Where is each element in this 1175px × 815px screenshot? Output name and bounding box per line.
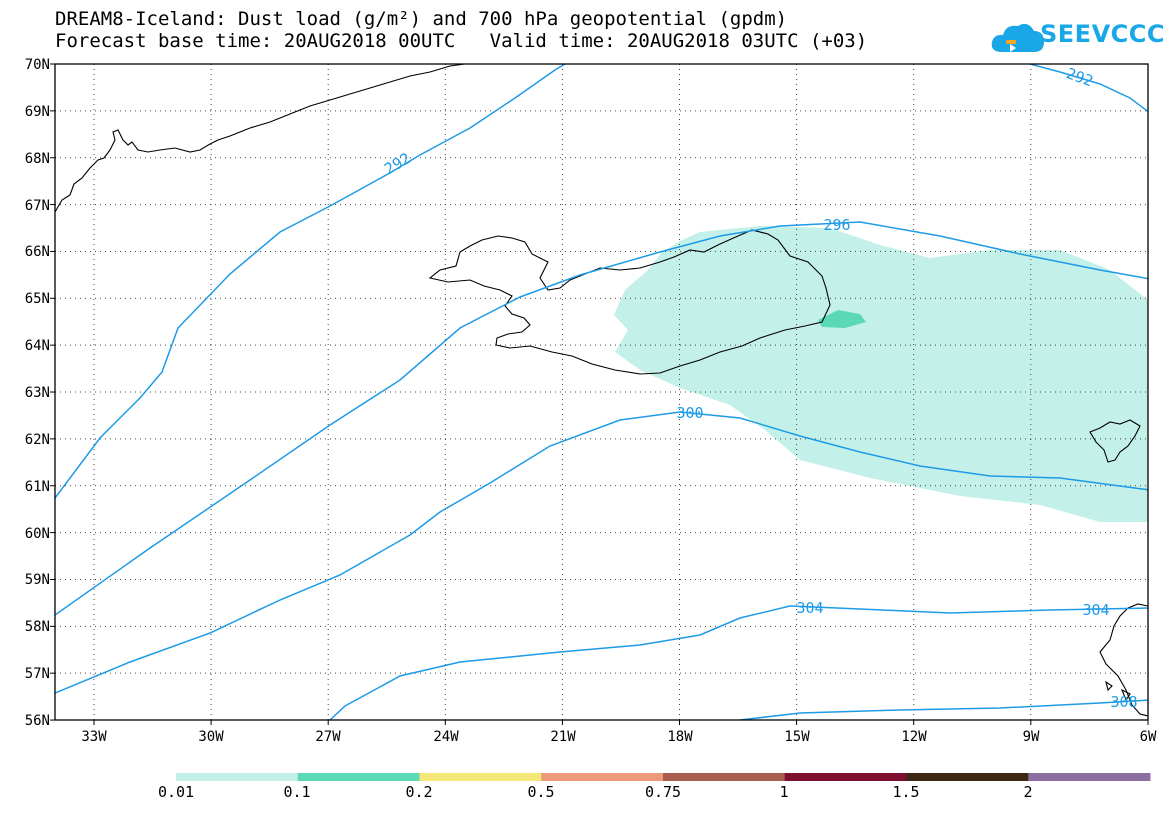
lat-label: 62N <box>25 432 50 448</box>
colorbar-segment <box>663 773 786 781</box>
colorbar-segment <box>784 773 907 781</box>
lat-label: 65N <box>25 291 50 307</box>
lat-label: 66N <box>25 244 50 260</box>
contour-line-296 <box>55 221 1148 616</box>
colorbar-label: 1.5 <box>892 783 919 801</box>
lat-label: 64N <box>25 338 50 354</box>
map-title-line-2: Forecast base time: 20AUG2018 00UTC Vali… <box>55 30 868 52</box>
lon-label: 18W <box>667 729 693 745</box>
lat-label: 67N <box>25 198 50 214</box>
faroe-coastline <box>1089 419 1141 463</box>
cloud-icon <box>991 23 1044 52</box>
contour-label-296: 296 <box>823 216 850 234</box>
colorbar-segment <box>176 773 299 781</box>
gridlines <box>55 64 1148 720</box>
contour-label-308: 308 <box>1110 693 1137 711</box>
contour-label-300: 300 <box>676 404 703 422</box>
lon-label: 33W <box>81 729 107 745</box>
contour-label-304a: 304 <box>796 599 823 617</box>
contour-label-292a: 292 <box>381 149 413 178</box>
contour-line-308 <box>739 699 1148 720</box>
colorbar-segment <box>297 773 420 781</box>
lon-label: 12W <box>901 729 927 745</box>
colorbar-label: 0.01 <box>158 783 194 801</box>
logo-text: SEEVCCC <box>1040 20 1165 48</box>
contour-line-300 <box>55 411 1148 694</box>
iceland-coastline <box>428 229 831 375</box>
colorbar-segment <box>541 773 664 781</box>
colorbar-segment <box>419 773 542 781</box>
axis-ticks <box>50 63 1149 725</box>
geopotential-contours <box>55 64 1148 720</box>
contour-line-292-east <box>1029 64 1148 113</box>
colorbar-label: 0.2 <box>405 783 432 801</box>
contour-label-304b: 304 <box>1082 601 1109 619</box>
lat-label: 63N <box>25 385 50 401</box>
colorbar-label: 1 <box>779 783 788 801</box>
lat-label: 58N <box>25 619 50 635</box>
lon-label: 30W <box>198 729 224 745</box>
lat-label: 70N <box>25 57 50 73</box>
lon-label: 15W <box>784 729 810 745</box>
colorbar-label: 0.1 <box>283 783 310 801</box>
lat-label: 56N <box>25 713 50 729</box>
colorbar-segment <box>1028 773 1151 781</box>
lat-label: 68N <box>25 151 50 167</box>
lon-label: 27W <box>315 729 341 745</box>
lat-label: 69N <box>25 104 50 120</box>
lat-label: 59N <box>25 572 50 588</box>
dust-area-core <box>818 310 866 328</box>
colorbar-segment <box>906 773 1029 781</box>
lat-label: 60N <box>25 526 50 542</box>
contour-line-304 <box>329 605 1148 720</box>
colorbar-label: 2 <box>1023 783 1032 801</box>
dust-area <box>614 226 1148 522</box>
lon-label: 24W <box>433 729 459 745</box>
colorbar-label: 0.75 <box>645 783 681 801</box>
lat-label: 57N <box>25 666 50 682</box>
lon-label: 21W <box>550 729 576 745</box>
lon-label: 9W <box>1023 729 1040 745</box>
map-title-line-1: DREAM8-Iceland: Dust load (g/m²) and 700… <box>55 8 788 30</box>
greenland-coastline <box>55 64 466 213</box>
colorbar-label: 0.5 <box>527 783 554 801</box>
colorbar <box>176 773 1151 781</box>
contour-line-292-west <box>55 64 566 499</box>
lon-label: 6W <box>1140 729 1157 745</box>
contour-label-292b: 292 <box>1064 64 1096 90</box>
lat-label: 61N <box>25 479 50 495</box>
